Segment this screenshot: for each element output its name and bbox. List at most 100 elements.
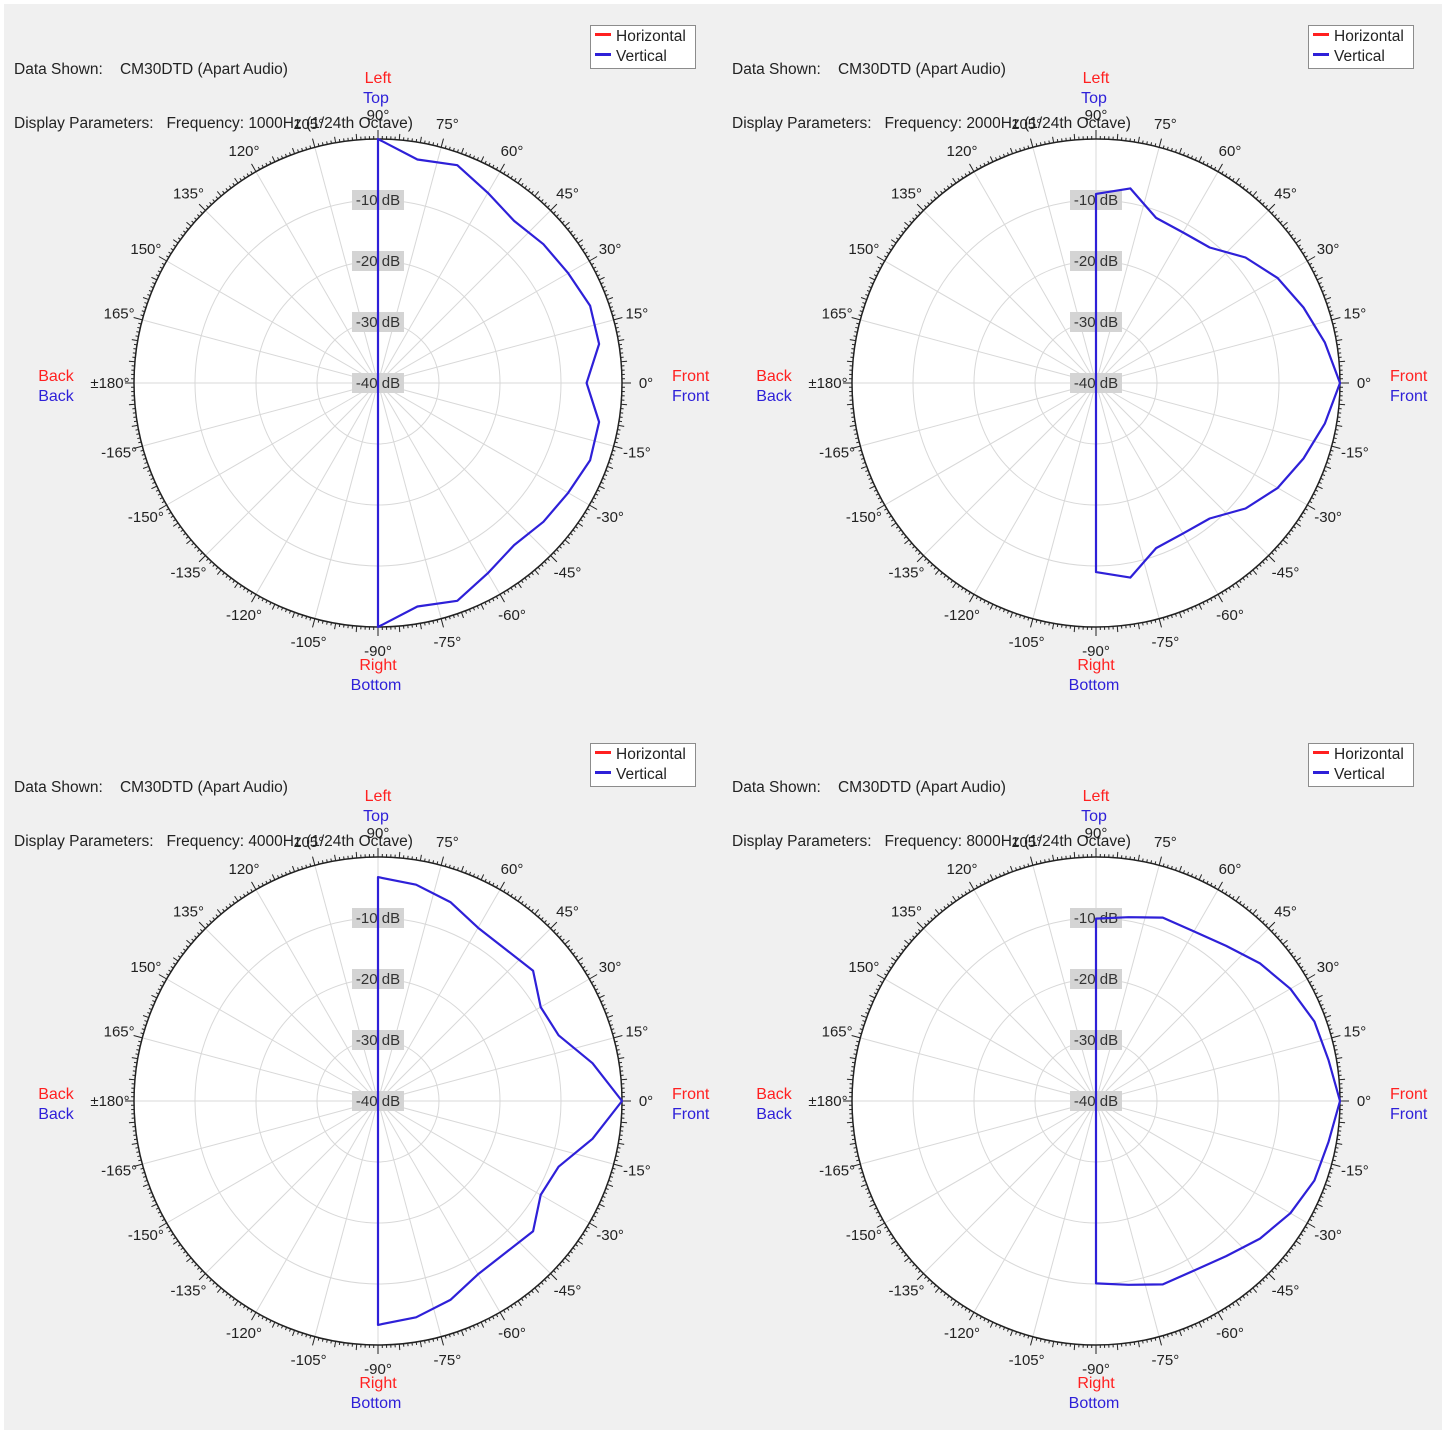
angle-tick-label: -120°	[226, 607, 262, 624]
tick-mark	[1325, 297, 1331, 299]
tick-mark	[535, 191, 539, 196]
angle-tick-label: 135°	[891, 903, 922, 920]
tick-mark	[891, 240, 896, 243]
polar-plot: 90°75°60°45°30°15°0°-15°-30°-45°-60°-75°…	[0, 0, 718, 718]
tick-mark	[235, 896, 238, 901]
tick-mark	[292, 1330, 294, 1336]
tick-mark	[1336, 425, 1342, 426]
tick-mark	[132, 1058, 138, 1059]
tick-mark	[578, 1241, 583, 1244]
tick-mark	[607, 1015, 613, 1017]
tick-mark	[1010, 1330, 1012, 1336]
tick-mark	[1253, 1288, 1257, 1293]
angle-tick-label: -30°	[596, 1227, 624, 1244]
angle-tick-label: 90°	[1085, 107, 1108, 124]
tick-mark	[1325, 1015, 1331, 1017]
angle-tick-label: -45°	[1272, 1283, 1300, 1300]
angle-tick-label: 135°	[173, 185, 204, 202]
tick-mark	[904, 222, 909, 226]
tick-mark	[1296, 240, 1301, 243]
tick-mark	[518, 178, 521, 183]
direction-label-left: Left	[1083, 70, 1110, 87]
tick-mark	[565, 1258, 570, 1262]
tick-mark	[129, 404, 135, 405]
tick-mark	[252, 1312, 257, 1320]
tick-mark	[356, 626, 357, 632]
tick-mark	[970, 594, 975, 602]
tick-mark	[399, 852, 400, 858]
angle-tick-label: 30°	[1317, 959, 1340, 976]
tick-mark	[1283, 940, 1288, 944]
tick-mark	[143, 1015, 149, 1017]
tick-mark	[1339, 361, 1345, 362]
angle-tick-label: 0°	[1357, 375, 1371, 392]
angle-tick-label: -60°	[498, 607, 526, 624]
tick-mark	[861, 297, 867, 299]
angle-tick-label: 120°	[228, 861, 259, 878]
tick-mark	[1031, 139, 1033, 148]
tick-mark	[252, 594, 257, 602]
angle-tick-label: ±180°	[90, 1093, 129, 1110]
tick-mark	[235, 1301, 238, 1306]
tick-mark	[847, 404, 853, 405]
tick-mark	[1053, 1341, 1054, 1347]
angle-tick-label: 15°	[626, 306, 649, 323]
tick-mark	[151, 1204, 156, 1207]
tick-mark	[614, 1164, 623, 1166]
angle-tick-label: 120°	[946, 861, 977, 878]
tick-mark	[1283, 222, 1288, 226]
tick-mark	[199, 204, 205, 210]
tick-mark	[199, 1274, 205, 1280]
tick-mark	[869, 277, 874, 280]
tick-mark	[1074, 626, 1075, 632]
direction-label-front-horizontal: Front	[672, 1086, 710, 1103]
tick-mark	[1269, 556, 1275, 562]
tick-mark	[953, 1301, 956, 1306]
tick-mark	[917, 1274, 923, 1280]
tick-mark	[1031, 619, 1033, 628]
angle-tick-label: 15°	[1344, 1024, 1367, 1041]
tick-mark	[599, 995, 604, 998]
tick-mark	[199, 922, 205, 928]
angle-tick-label: -165°	[101, 444, 137, 461]
angle-tick-label: -30°	[1314, 509, 1342, 526]
tick-mark	[1307, 257, 1315, 262]
direction-label-left: Left	[365, 788, 392, 805]
tick-mark	[1010, 612, 1012, 618]
direction-label-front-vertical: Front	[1390, 1106, 1428, 1123]
tick-mark	[551, 204, 557, 210]
tick-mark	[518, 896, 521, 901]
tick-mark	[869, 1204, 874, 1207]
tick-mark	[850, 1058, 856, 1059]
tick-mark	[481, 156, 484, 161]
tick-mark	[132, 1143, 138, 1144]
tick-mark	[272, 874, 275, 879]
direction-label-top: Top	[363, 90, 389, 107]
tick-mark	[1325, 466, 1331, 468]
direction-label-front-vertical: Front	[672, 1106, 710, 1123]
tick-mark	[578, 523, 583, 526]
direction-label-bottom: Bottom	[351, 1395, 402, 1412]
tick-mark	[990, 1322, 993, 1327]
tick-mark	[565, 222, 570, 226]
tick-mark	[1339, 1079, 1345, 1080]
tick-mark	[441, 139, 443, 148]
angle-tick-label: -30°	[1314, 1227, 1342, 1244]
angle-tick-label: -150°	[846, 509, 882, 526]
tick-mark	[1179, 866, 1181, 872]
tick-mark	[518, 583, 521, 588]
direction-label-back-vertical: Back	[756, 388, 793, 405]
direction-label-top: Top	[1081, 808, 1107, 825]
tick-mark	[1283, 540, 1288, 544]
tick-mark	[891, 523, 896, 526]
tick-mark	[535, 1288, 539, 1293]
tick-mark	[335, 1341, 336, 1347]
tick-mark	[186, 940, 191, 944]
tick-mark	[618, 425, 624, 426]
tick-mark	[1317, 486, 1322, 489]
tick-mark	[607, 466, 613, 468]
angle-tick-label: -165°	[819, 1162, 855, 1179]
tick-mark	[970, 164, 975, 172]
tick-mark	[1339, 404, 1345, 405]
tick-mark	[1138, 137, 1139, 143]
